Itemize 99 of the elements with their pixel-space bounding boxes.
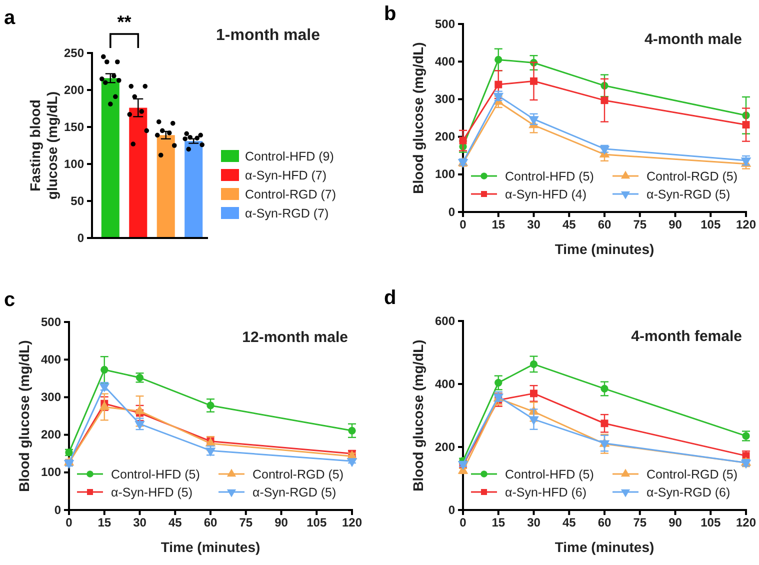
point — [99, 401, 110, 410]
x-tick-label: 120 — [736, 516, 756, 530]
x-tick-label: 30 — [527, 218, 541, 232]
point — [530, 390, 538, 398]
text: d — [384, 287, 396, 309]
point — [494, 378, 502, 387]
legend-label: Control-RGD (5) — [646, 170, 738, 184]
x-tick-label: 15 — [98, 516, 112, 530]
x-tick-label: 0 — [460, 516, 467, 530]
x-tick-label: 90 — [274, 516, 288, 530]
legend-label: Control-RGD (5) — [646, 468, 738, 482]
legend-label: α-Syn-HFD (4) — [505, 188, 587, 202]
y-tick-label: 300 — [40, 390, 62, 404]
x-tick-label: 30 — [527, 516, 541, 530]
y-tick-label: 400 — [434, 54, 456, 68]
y-tick-label: 400 — [434, 376, 456, 391]
y-tick-label: 600 — [434, 314, 456, 328]
legend-label: Control-HFD (5) — [505, 170, 594, 184]
x-tick-label: 45 — [562, 218, 576, 232]
legend-label: Control-HFD (5) — [505, 468, 594, 482]
point — [742, 121, 750, 129]
y-tick-label: 300 — [434, 92, 456, 106]
x-tick-label: 75 — [633, 218, 647, 232]
y-tick-label: 250 — [64, 46, 84, 60]
legend-label: α-Syn-RGD (5) — [646, 188, 730, 202]
y-axis-title: Blood glucose (mg/dL) — [16, 340, 32, 492]
x-tick-label: 75 — [633, 516, 647, 530]
text: 4-month female — [631, 328, 742, 345]
y-tick-label: 200 — [64, 82, 84, 97]
text: 12-month male — [242, 329, 348, 346]
text: ** — [117, 12, 132, 32]
point — [530, 360, 538, 368]
point — [600, 384, 608, 393]
y-tick-label: 500 — [40, 314, 62, 329]
y-tick-label: 100 — [434, 167, 456, 182]
x-axis-title: Time (minutes) — [554, 539, 654, 555]
legend-label: Control-HFD (5) — [111, 468, 200, 482]
point — [65, 448, 73, 456]
x-tick-label: 120 — [736, 218, 756, 232]
legend-label: Control-RGD (7) — [245, 188, 336, 202]
legend-label: Control-RGD (5) — [252, 468, 344, 482]
x-tick-label: 90 — [668, 218, 682, 232]
y-tick-label: 50 — [70, 194, 84, 208]
x-tick-label: 105 — [700, 218, 721, 232]
point — [494, 56, 502, 64]
x-tick-label: 0 — [460, 218, 467, 232]
point — [528, 416, 539, 426]
y-tick-label: 200 — [434, 130, 456, 144]
y-tick-label: 150 — [64, 120, 84, 134]
point — [459, 136, 467, 144]
legend-label: α-Syn-RGD (5) — [252, 486, 336, 500]
point — [530, 77, 538, 85]
x-tick-label: 120 — [342, 516, 362, 530]
y-tick-label: 500 — [434, 16, 456, 31]
point — [348, 426, 356, 434]
text: 4-month male — [644, 31, 742, 48]
y-tick-label: 100 — [40, 465, 62, 480]
y-tick-label: 0 — [448, 502, 456, 517]
point — [494, 80, 502, 88]
text: a — [4, 7, 16, 29]
point — [134, 405, 145, 414]
legend-label: α-Syn-RGD (6) — [646, 486, 730, 500]
point — [599, 440, 610, 450]
y-tick-label: 200 — [40, 428, 62, 442]
text: b — [384, 3, 396, 25]
x-tick-label: 60 — [204, 516, 218, 530]
point — [100, 366, 108, 374]
y-tick-label: 0 — [77, 230, 84, 245]
x-tick-label: 15 — [492, 218, 506, 232]
x-tick-label: 90 — [668, 516, 682, 530]
legend-label: α-Syn-HFD (7) — [245, 168, 327, 182]
y-axis-title: Blood glucose (mg/dL) — [410, 340, 426, 492]
y-axis-title: Blood glucose (mg/dL) — [410, 42, 426, 194]
text: 1-month male — [216, 27, 320, 44]
x-tick-label: 105 — [700, 516, 721, 530]
legend-label: α-Syn-HFD (5) — [111, 486, 193, 500]
y-tick-label: 400 — [40, 352, 62, 366]
legend-label: α-Syn-RGD (7) — [245, 206, 329, 220]
point — [600, 420, 608, 428]
point — [206, 402, 214, 410]
x-tick-label: 105 — [306, 516, 327, 530]
text: c — [4, 289, 16, 311]
x-tick-label: 45 — [168, 516, 182, 530]
point — [600, 96, 608, 104]
x-axis-title: Time (minutes) — [554, 241, 654, 257]
y-tick-label: 200 — [434, 440, 456, 454]
y-axis-title: Fasting blood glucose (mg/dL) — [27, 91, 60, 200]
x-tick-label: 30 — [133, 516, 147, 530]
x-tick-label: 75 — [239, 516, 253, 530]
legend-label: α-Syn-HFD (6) — [505, 486, 587, 500]
x-tick-label: 15 — [492, 516, 506, 530]
legend-label: Control-HFD (9) — [245, 150, 334, 164]
x-axis-title: Time (minutes) — [160, 539, 260, 555]
y-tick-label: 0 — [448, 204, 456, 219]
x-tick-label: 60 — [598, 516, 612, 530]
y-tick-label: 0 — [54, 502, 62, 517]
y-tick-label: 100 — [64, 156, 84, 171]
x-tick-label: 60 — [598, 218, 612, 232]
x-tick-label: 45 — [562, 516, 576, 530]
